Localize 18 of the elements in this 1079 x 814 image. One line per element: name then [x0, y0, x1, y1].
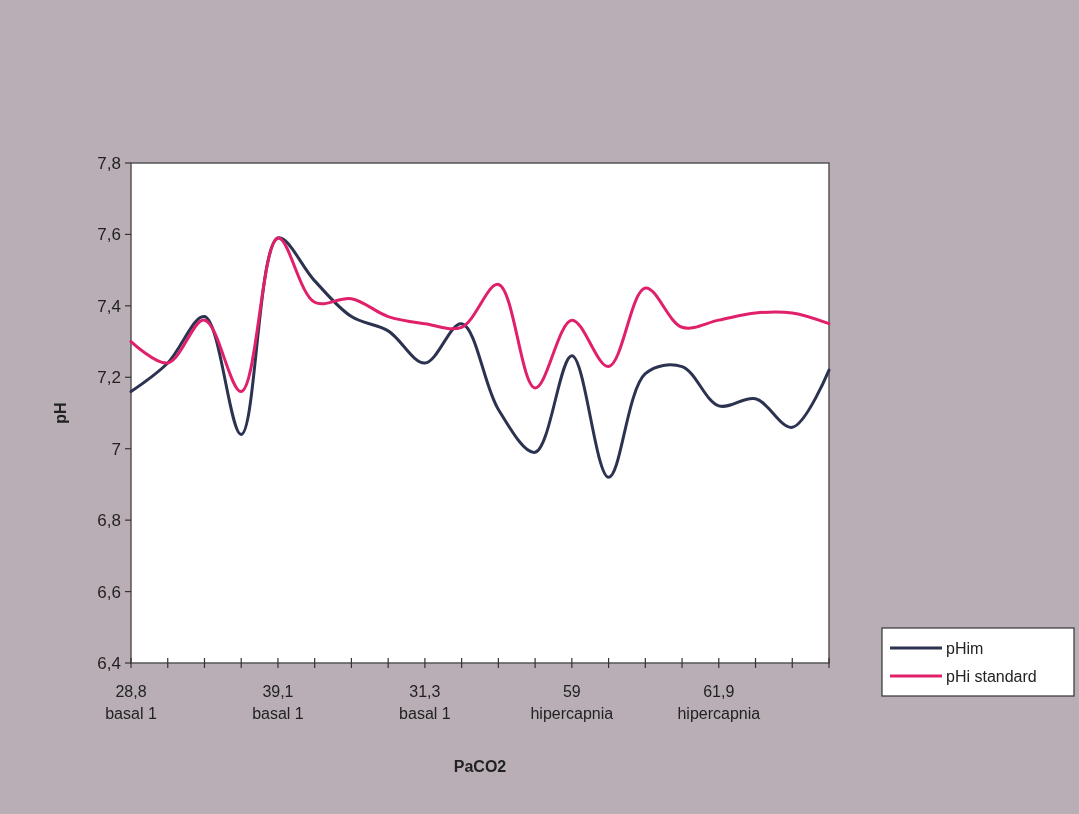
- y-tick-label: 7,2: [97, 368, 121, 388]
- y-tick-label: 7: [111, 439, 121, 459]
- y-tick-label: 7,4: [97, 296, 121, 316]
- y-tick-label: 6,8: [97, 511, 121, 531]
- x-tick-label: 28,8 basal 1: [105, 683, 157, 722]
- x-axis-title: PaCO2: [453, 758, 507, 775]
- x-tick-label: 59 hipercapnia: [530, 683, 614, 722]
- y-tick-label: 7,6: [97, 225, 121, 245]
- x-tick-label: 39,1 basal 1: [252, 683, 304, 722]
- y-tick-label: 6,4: [97, 653, 121, 673]
- legend-label: pHi standard: [946, 667, 1037, 685]
- y-axis-title: pH: [52, 402, 69, 424]
- line-series: [129, 236, 831, 394]
- legend-label: pHim: [946, 639, 984, 657]
- x-tick-label: 61,9 hipercapnia: [677, 683, 761, 722]
- y-tick-label: 6,6: [97, 582, 121, 602]
- x-tick-label: 31,3 basal 1: [399, 683, 451, 722]
- y-tick-label: 7,8: [97, 153, 121, 173]
